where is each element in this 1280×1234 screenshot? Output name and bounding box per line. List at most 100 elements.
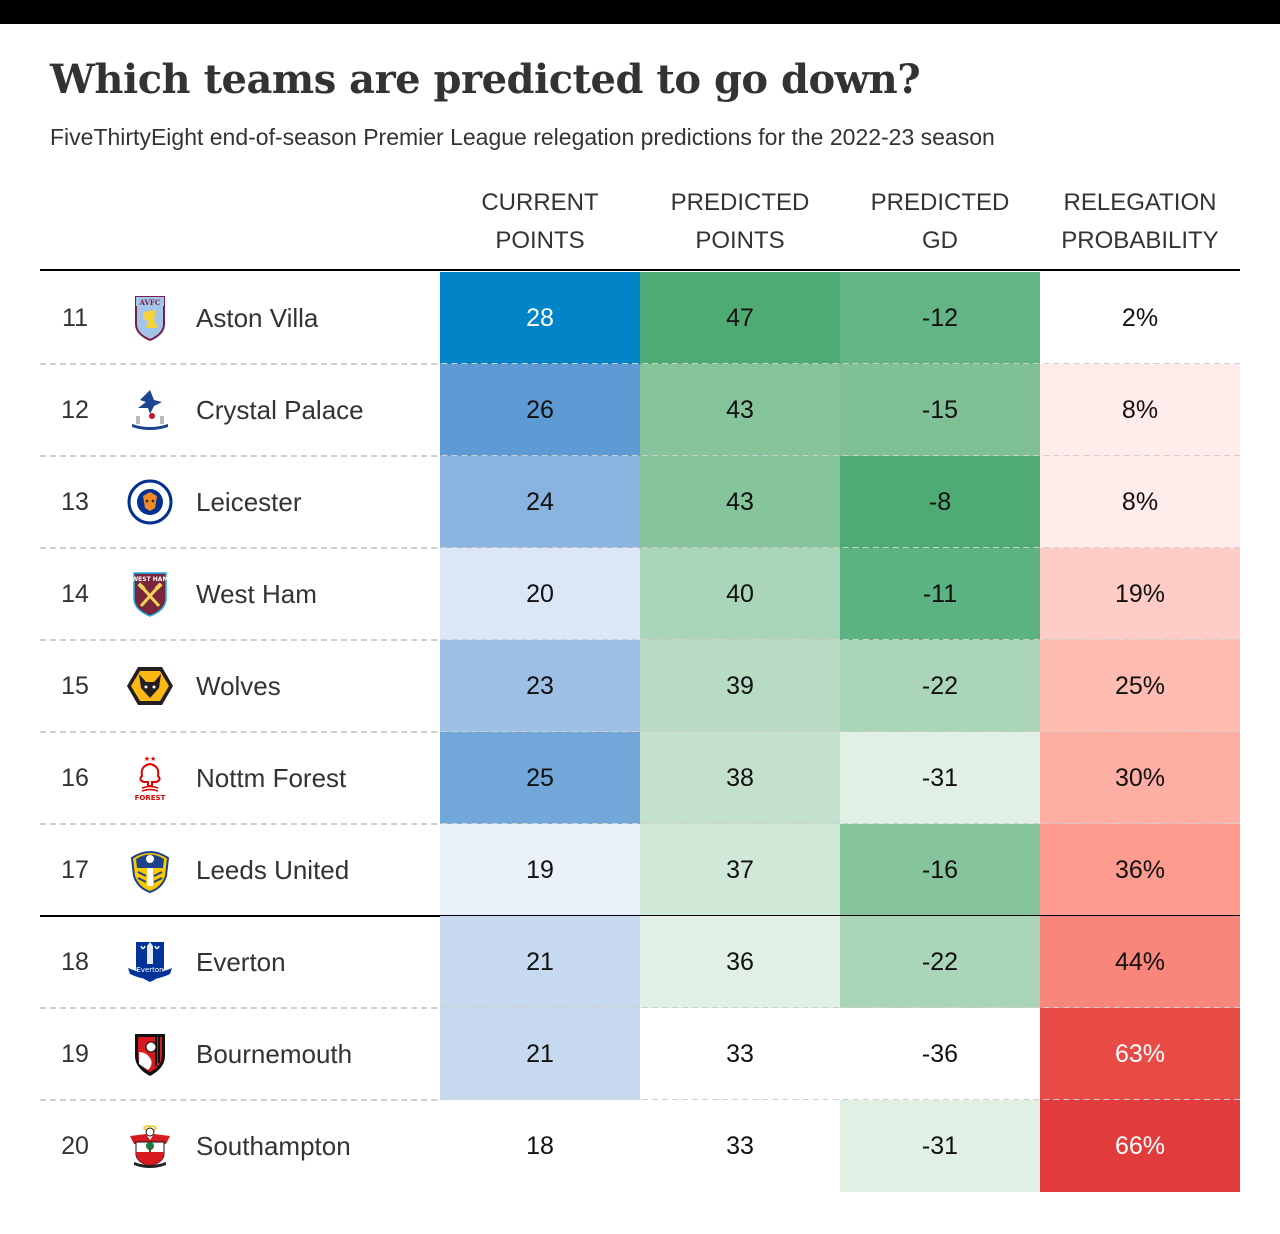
predicted-gd-cell: -22 bbox=[840, 916, 1040, 1008]
everton-crest-icon: Everton bbox=[126, 938, 174, 986]
predicted-points-cell: 47 bbox=[640, 272, 840, 364]
table-row: 20 Southampton 18 33 -31 66% bbox=[40, 1100, 1240, 1192]
rank: 14 bbox=[61, 580, 89, 608]
table-row: 19 Bournemouth 21 33 -36 63% bbox=[40, 1008, 1240, 1100]
column-header-current-points: CURRENT POINTS bbox=[440, 184, 640, 260]
top-bar bbox=[0, 0, 1280, 24]
current-points-cell: 28 bbox=[440, 272, 640, 364]
team-name: Nottm Forest bbox=[196, 763, 347, 793]
rank: 12 bbox=[61, 396, 89, 424]
column-header-line2: PROBABILITY bbox=[1061, 227, 1219, 254]
current-points-cell: 21 bbox=[440, 916, 640, 1008]
predicted-gd-cell: -12 bbox=[840, 272, 1040, 364]
table-row: 15 Wolves 23 39 -22 25% bbox=[40, 640, 1240, 732]
predicted-gd-cell: -15 bbox=[840, 364, 1040, 456]
header-rule bbox=[40, 269, 1240, 271]
rank: 19 bbox=[61, 1040, 89, 1068]
crystal-palace-crest-icon bbox=[126, 386, 174, 434]
relegation-probability-cell: 36% bbox=[1040, 824, 1240, 916]
predicted-points-cell: 38 bbox=[640, 732, 840, 824]
aston-villa-crest-icon: AVFC bbox=[126, 294, 174, 342]
current-points-cell: 18 bbox=[440, 1100, 640, 1192]
rank: 16 bbox=[61, 764, 89, 792]
southampton-crest-icon bbox=[126, 1122, 174, 1170]
column-header-line1: PREDICTED bbox=[870, 189, 1010, 216]
column-header-line1: CURRENT bbox=[481, 189, 599, 216]
svg-text:FOREST: FOREST bbox=[135, 794, 166, 802]
current-points-cell: 20 bbox=[440, 548, 640, 640]
team-name: Leeds United bbox=[196, 855, 350, 885]
rank: 20 bbox=[61, 1132, 89, 1160]
predicted-gd-cell: -22 bbox=[840, 640, 1040, 732]
predicted-points-cell: 36 bbox=[640, 916, 840, 1008]
current-points-cell: 23 bbox=[440, 640, 640, 732]
team-name: Crystal Palace bbox=[196, 395, 364, 425]
rank: 18 bbox=[61, 948, 89, 976]
predicted-gd-cell: -36 bbox=[840, 1008, 1040, 1100]
rank: 11 bbox=[62, 304, 88, 332]
predicted-gd-cell: -11 bbox=[840, 548, 1040, 640]
column-header-line1: PREDICTED bbox=[670, 189, 810, 216]
column-header-predicted-gd: PREDICTED GD bbox=[840, 184, 1040, 260]
column-header-line2: POINTS bbox=[695, 227, 785, 254]
predicted-points-cell: 33 bbox=[640, 1100, 840, 1192]
table-row: 16 ★★ FOREST Nottm Forest 25 38 -31 30% bbox=[40, 732, 1240, 824]
column-header-line2: POINTS bbox=[495, 227, 585, 254]
rank: 13 bbox=[61, 488, 89, 516]
relegation-probability-cell: 19% bbox=[1040, 548, 1240, 640]
relegation-probability-cell: 8% bbox=[1040, 456, 1240, 548]
relegation-probability-cell: 30% bbox=[1040, 732, 1240, 824]
relegation-probability-cell: 63% bbox=[1040, 1008, 1240, 1100]
svg-text:WEST HAM: WEST HAM bbox=[132, 576, 169, 583]
team-name: West Ham bbox=[196, 579, 317, 609]
relegation-probability-cell: 66% bbox=[1040, 1100, 1240, 1192]
relegation-probability-cell: 25% bbox=[1040, 640, 1240, 732]
predicted-gd-cell: -16 bbox=[840, 824, 1040, 916]
predicted-points-cell: 39 bbox=[640, 640, 840, 732]
column-header-line2: GD bbox=[922, 227, 958, 254]
team-name: Leicester bbox=[196, 487, 302, 517]
relegation-probability-cell: 8% bbox=[1040, 364, 1240, 456]
rank: 17 bbox=[61, 856, 89, 884]
predicted-points-cell: 43 bbox=[640, 456, 840, 548]
predicted-points-cell: 40 bbox=[640, 548, 840, 640]
team-name: Wolves bbox=[196, 671, 281, 701]
team-name: Southampton bbox=[196, 1131, 351, 1161]
relegation-probability-cell: 2% bbox=[1040, 272, 1240, 364]
west-ham-crest-icon: WEST HAM bbox=[126, 570, 174, 618]
predicted-gd-cell: -31 bbox=[840, 1100, 1040, 1192]
predicted-points-cell: 43 bbox=[640, 364, 840, 456]
predicted-gd-cell: -31 bbox=[840, 732, 1040, 824]
svg-text:Everton: Everton bbox=[136, 966, 163, 974]
predicted-points-cell: 37 bbox=[640, 824, 840, 916]
table-row: 11 AVFC Aston Villa 28 47 -12 2% bbox=[40, 272, 1240, 364]
current-points-cell: 24 bbox=[440, 456, 640, 548]
column-header-predicted-points: PREDICTED POINTS bbox=[640, 184, 840, 260]
current-points-cell: 21 bbox=[440, 1008, 640, 1100]
team-name: Bournemouth bbox=[196, 1039, 353, 1069]
bournemouth-crest-icon bbox=[126, 1030, 174, 1078]
page-subtitle: FiveThirtyEight end-of-season Premier Le… bbox=[50, 124, 995, 150]
leeds-united-crest-icon bbox=[126, 846, 174, 894]
column-header-relegation-probability: RELEGATION PROBABILITY bbox=[1040, 184, 1240, 260]
nottm-forest-crest-icon: ★★ FOREST bbox=[126, 754, 174, 802]
current-points-cell: 25 bbox=[440, 732, 640, 824]
leicester-crest-icon bbox=[126, 478, 174, 526]
table-row: 14 WEST HAM West Ham 20 40 -11 19% bbox=[40, 548, 1240, 640]
team-name: Aston Villa bbox=[196, 303, 319, 333]
svg-text:★★: ★★ bbox=[144, 755, 157, 763]
rank: 15 bbox=[61, 672, 89, 700]
relegation-probability-cell: 44% bbox=[1040, 916, 1240, 1008]
page-title: Which teams are predicted to go down? bbox=[50, 56, 921, 103]
wolves-crest-icon bbox=[126, 662, 174, 710]
column-header-line1: RELEGATION bbox=[1063, 189, 1217, 216]
svg-text:AVFC: AVFC bbox=[139, 298, 161, 307]
table-row: 17 Leeds United 19 37 -16 36% bbox=[40, 824, 1240, 916]
team-name: Everton bbox=[196, 947, 286, 977]
predicted-gd-cell: -8 bbox=[840, 456, 1040, 548]
predicted-points-cell: 33 bbox=[640, 1008, 840, 1100]
table-row: 18 Everton Everton 21 36 -22 44% bbox=[40, 916, 1240, 1008]
current-points-cell: 19 bbox=[440, 824, 640, 916]
current-points-cell: 26 bbox=[440, 364, 640, 456]
table-row: 13 Leicester 24 43 -8 8% bbox=[40, 456, 1240, 548]
